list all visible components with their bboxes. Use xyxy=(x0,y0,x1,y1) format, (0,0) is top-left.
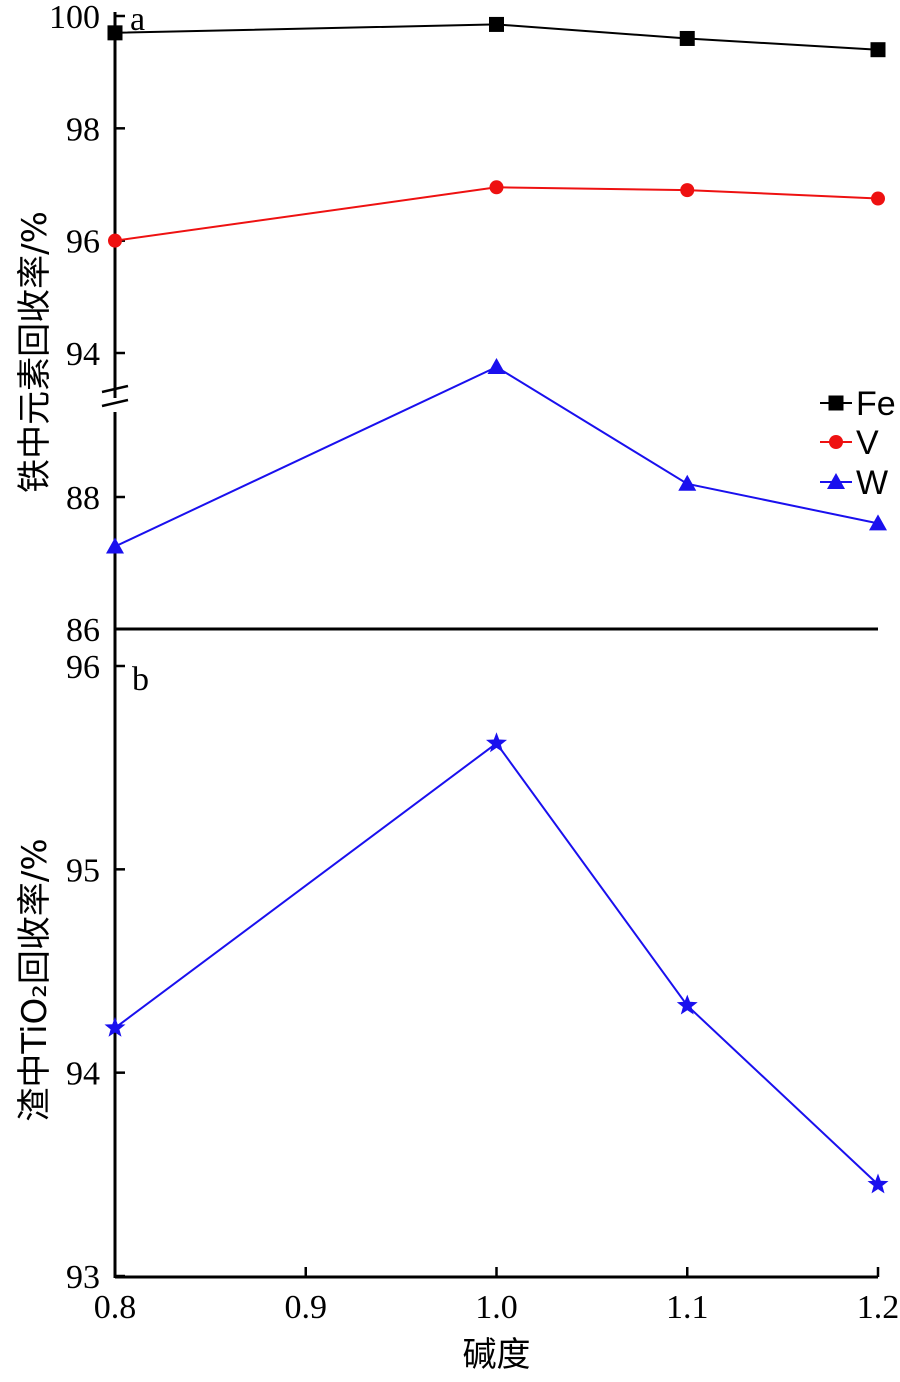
legend-label-fe: Fe xyxy=(856,385,896,423)
panel-label-a: a xyxy=(130,1,145,38)
data-point-w xyxy=(487,358,506,375)
data-point-tio2 xyxy=(676,994,698,1015)
axes-group xyxy=(101,12,880,1279)
y-tick-label-b: 94 xyxy=(66,1056,100,1093)
series-line-tio2 xyxy=(114,741,879,1186)
x-tick-label: 1.2 xyxy=(857,1289,900,1326)
data-point-tio2 xyxy=(486,732,507,753)
data-point-v xyxy=(871,191,885,206)
y-tick-label-b: 95 xyxy=(66,852,100,889)
data-point-v xyxy=(108,233,122,248)
y-tick-label-b: 96 xyxy=(66,649,100,686)
axis-break-mark xyxy=(101,398,129,408)
series-line-v xyxy=(114,186,879,242)
x-axis-title: 碱度 xyxy=(463,1335,531,1375)
legend-label-w: W xyxy=(856,464,888,502)
x-tick-label: 1.0 xyxy=(475,1289,518,1326)
x-tick-label: 1.1 xyxy=(666,1289,709,1326)
y-tick-label-a: 86 xyxy=(66,612,100,649)
series-line-fe xyxy=(114,23,879,51)
data-point-tio2 xyxy=(104,1016,126,1037)
data-point-w xyxy=(106,537,124,554)
labels-group: 94 96 98 100 86 88 93 94 95 96 0.8 0.9 1.0 1.1 1.2 FeVW… xyxy=(15,0,899,1375)
axis-break-mark xyxy=(101,384,129,394)
data-point-fe xyxy=(679,30,695,46)
y-tick-label-a: 88 xyxy=(66,480,100,517)
legend-marker-fe xyxy=(828,395,844,411)
panel-label-b: b xyxy=(132,661,149,698)
legend-marker-w xyxy=(827,473,845,489)
data-point-fe xyxy=(489,16,504,32)
y-tick-label-a: 96 xyxy=(66,224,100,261)
legend-label-v: V xyxy=(856,424,879,462)
data-point-tio2 xyxy=(867,1173,889,1194)
data-point-fe xyxy=(107,25,123,41)
y-axis-title-a: 铁中元素回收率/% xyxy=(15,211,55,493)
x-tick-label: 0.8 xyxy=(94,1289,137,1326)
y-tick-label-a: 98 xyxy=(66,111,100,148)
y-tick-label-a: 100 xyxy=(49,0,100,36)
data-point-v xyxy=(489,180,504,195)
data-point-fe xyxy=(870,42,886,58)
y-tick-label-a: 94 xyxy=(66,336,100,373)
legend-marker-v xyxy=(829,435,843,449)
data-point-w xyxy=(678,474,697,491)
data-point-w xyxy=(869,514,887,531)
series-line-w xyxy=(114,365,879,548)
y-tick-label-b: 93 xyxy=(66,1259,100,1296)
x-tick-label: 0.9 xyxy=(285,1289,328,1326)
series-group xyxy=(104,16,889,1194)
y-axis-title-b: 渣中TiO₂回收率/% xyxy=(15,838,55,1121)
data-point-v xyxy=(680,183,695,198)
